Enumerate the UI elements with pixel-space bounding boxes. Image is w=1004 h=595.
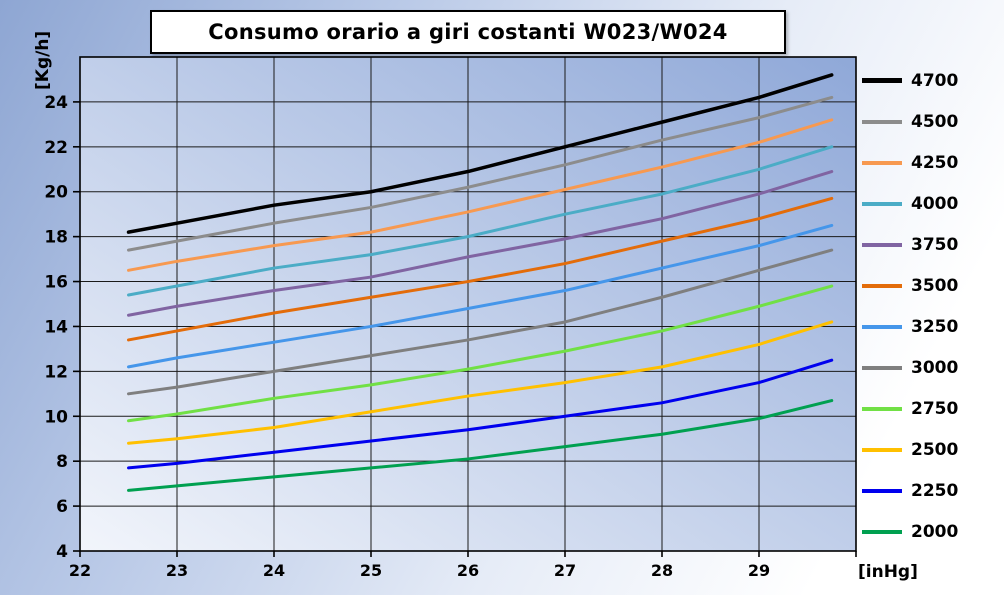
y-tick-label: 18	[44, 228, 68, 248]
legend-label: 2250	[911, 480, 959, 501]
legend-label: 2750	[911, 398, 959, 419]
legend-item-2750: 2750	[862, 388, 1004, 429]
x-tick-label: 28	[651, 561, 673, 580]
series-line-4500	[127, 95, 834, 252]
series-line-4250	[127, 118, 834, 272]
legend-line-sample	[862, 447, 902, 452]
legend: 4700 4500 4250 4000 3750 3500 3250 3000 2750 2500…	[862, 60, 1004, 552]
x-tick-label: 27	[554, 561, 576, 580]
series-line-2000	[127, 399, 834, 492]
series-line-3500	[127, 196, 834, 342]
series-line-2500	[127, 320, 834, 445]
x-tick-label: 25	[360, 561, 382, 580]
x-axis-label: [inHg]	[858, 562, 918, 582]
legend-label: 3500	[911, 275, 959, 296]
legend-line-sample	[862, 201, 902, 206]
legend-item-4500: 4500	[862, 101, 1004, 142]
legend-line-sample	[862, 160, 902, 165]
series-line-3000	[127, 248, 834, 396]
axis-ticks	[73, 101, 857, 557]
legend-item-3500: 3500	[862, 265, 1004, 306]
legend-line-sample	[862, 488, 902, 493]
legend-item-4700: 4700	[862, 60, 1004, 101]
legend-line-sample	[862, 283, 902, 288]
legend-line-sample	[862, 406, 902, 411]
y-tick-label: 10	[44, 407, 68, 427]
legend-line-sample	[862, 242, 902, 247]
legend-item-3250: 3250	[862, 306, 1004, 347]
legend-line-sample	[862, 529, 902, 534]
legend-item-2500: 2500	[862, 429, 1004, 470]
chart-title-text: Consumo orario a giri costanti W023/W024	[208, 20, 728, 44]
legend-label: 4250	[911, 152, 959, 173]
x-tick-label: 23	[166, 561, 188, 580]
series-line-2250	[127, 358, 834, 470]
legend-item-3750: 3750	[862, 224, 1004, 265]
y-tick-label: 6	[56, 497, 68, 517]
x-tick-label: 29	[748, 561, 770, 580]
y-tick-label: 4	[56, 542, 68, 562]
legend-label: 2000	[911, 521, 959, 542]
legend-label: 4700	[911, 70, 959, 91]
y-tick-labels: 4 6 8 10 12 14 16 18 20 22 24	[44, 93, 68, 562]
legend-item-3000: 3000	[862, 347, 1004, 388]
legend-line-sample	[862, 78, 902, 83]
legend-item-4000: 4000	[862, 183, 1004, 224]
legend-item-4250: 4250	[862, 142, 1004, 183]
y-tick-label: 20	[44, 183, 68, 203]
y-tick-label: 12	[44, 362, 68, 382]
x-tick-label: 22	[69, 561, 91, 580]
series-line-2750	[127, 284, 834, 423]
series-line-4700	[126, 73, 834, 234]
x-tick-labels: 22 23 24 25 26 27 28 29	[69, 561, 770, 580]
legend-label: 2500	[911, 439, 959, 460]
legend-label: 3750	[911, 234, 959, 255]
y-tick-label: 22	[44, 138, 68, 158]
y-tick-label: 14	[44, 317, 68, 337]
series-line-4000	[127, 145, 834, 297]
legend-label: 4000	[911, 193, 959, 214]
legend-label: 3250	[911, 316, 959, 337]
series-line-3750	[127, 170, 834, 317]
y-tick-label: 16	[44, 273, 68, 293]
legend-line-sample	[862, 365, 902, 370]
y-tick-label: 24	[44, 93, 68, 113]
legend-label: 4500	[911, 111, 959, 132]
chart-title: Consumo orario a giri costanti W023/W024	[150, 10, 786, 54]
x-tick-label: 24	[263, 561, 285, 580]
legend-label: 3000	[911, 357, 959, 378]
legend-line-sample	[862, 324, 902, 329]
legend-item-2000: 2000	[862, 511, 1004, 552]
series-lines	[126, 73, 834, 492]
series-line-3250	[127, 223, 834, 369]
legend-line-sample	[862, 119, 902, 124]
x-tick-label: 26	[457, 561, 479, 580]
y-axis-label: [Kg/h]	[33, 30, 53, 90]
y-tick-label: 8	[56, 452, 68, 472]
legend-item-2250: 2250	[862, 470, 1004, 511]
